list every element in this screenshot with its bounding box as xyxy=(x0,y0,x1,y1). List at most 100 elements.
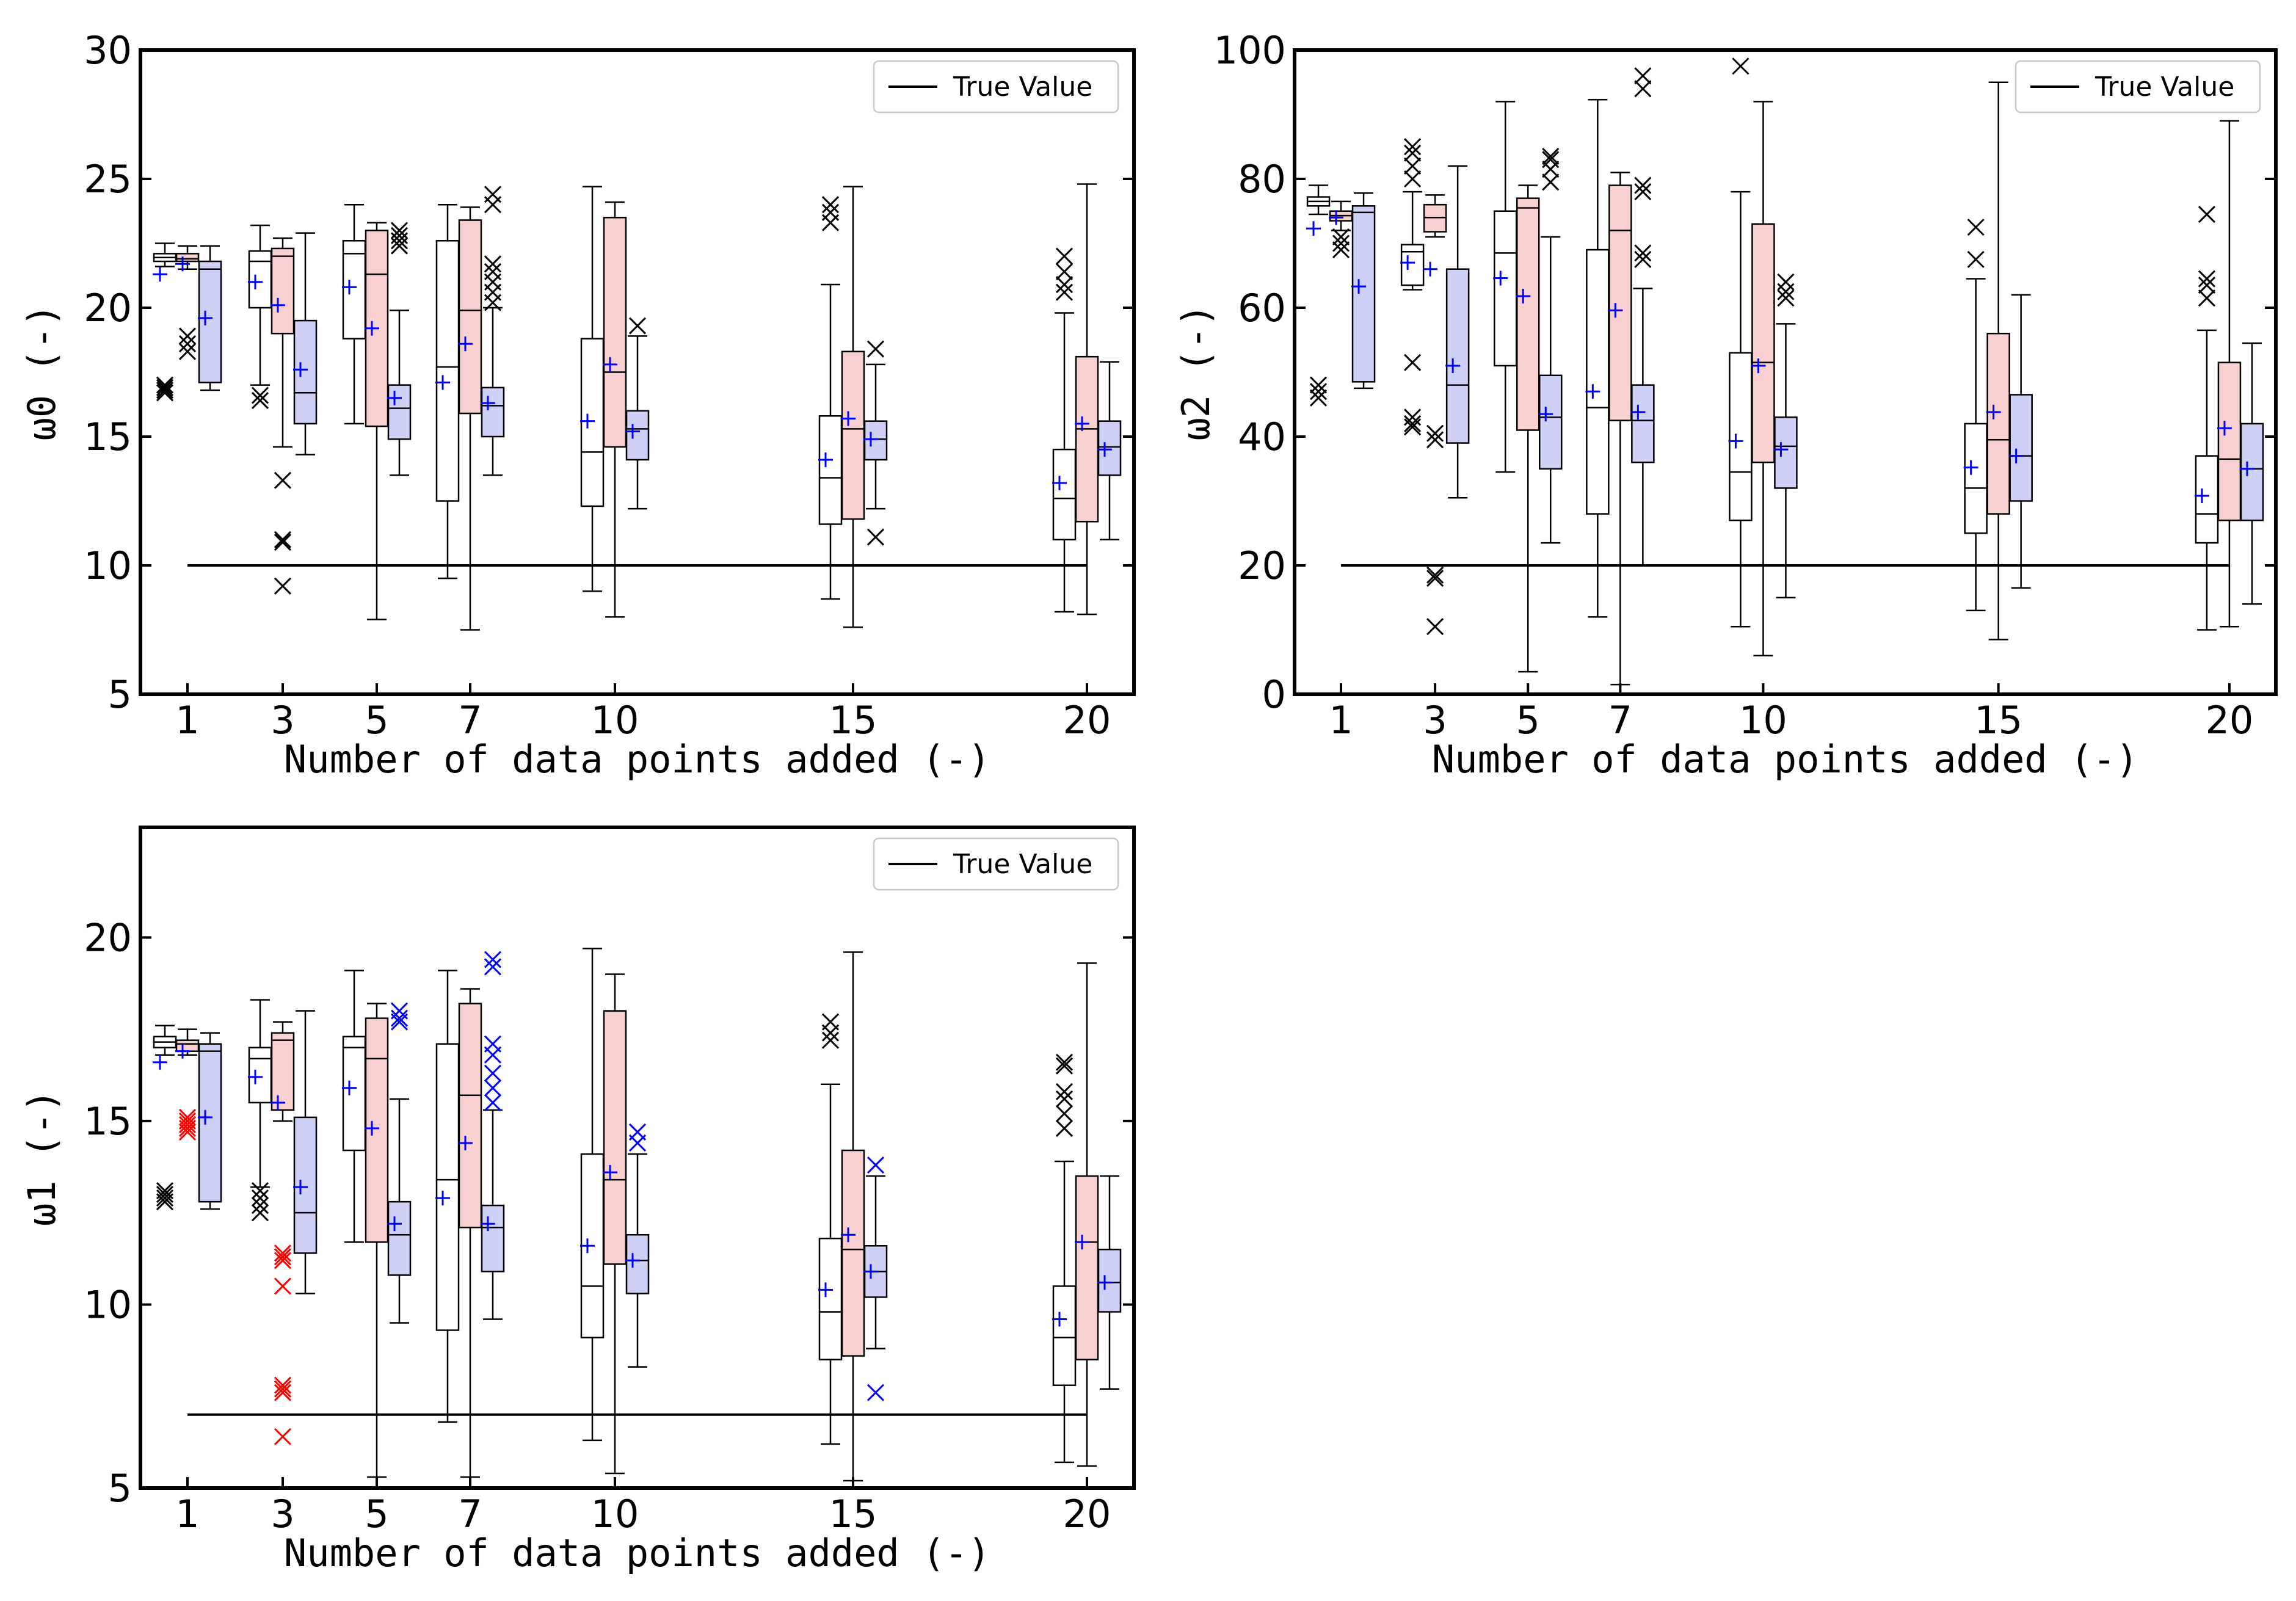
box-iqr xyxy=(863,420,888,461)
mean-marker xyxy=(863,432,878,447)
mean-marker xyxy=(1400,255,1415,270)
box-series-blue-x10 xyxy=(1773,273,1798,598)
outlier-marker xyxy=(1777,273,1795,291)
box-series-blue-x20 xyxy=(2239,342,2264,605)
outlier-marker xyxy=(1634,250,1652,268)
box-series-red-x1 xyxy=(175,245,200,360)
box-series-blue-x3 xyxy=(1445,165,1470,499)
outlier-marker xyxy=(628,1123,647,1141)
box-iqr xyxy=(198,1043,222,1203)
y-tick-label: 5 xyxy=(108,672,132,717)
box-iqr xyxy=(293,1116,318,1254)
mean-marker xyxy=(818,1282,833,1298)
box-iqr xyxy=(248,250,272,309)
box-iqr xyxy=(365,1017,389,1243)
box-iqr xyxy=(481,387,505,438)
box-series-white-x3 xyxy=(1400,138,1425,436)
box-iqr xyxy=(603,217,627,448)
y-tick-label: 20 xyxy=(84,915,132,960)
outlier-marker xyxy=(156,381,174,399)
outlier-marker xyxy=(178,1112,197,1130)
x-tick-label: 20 xyxy=(1063,698,1111,742)
box-iqr xyxy=(458,1003,482,1229)
outlier-marker xyxy=(866,1384,885,1401)
mean-marker xyxy=(580,1238,595,1254)
outlier-marker xyxy=(2198,277,2216,294)
outlier-marker xyxy=(2198,205,2216,223)
box-iqr xyxy=(1097,420,1122,476)
mean-marker xyxy=(435,1191,450,1206)
outlier-marker xyxy=(1542,173,1560,191)
outlier-marker xyxy=(1055,1090,1074,1108)
box-series-blue-x3 xyxy=(293,1010,318,1294)
box-iqr xyxy=(1586,249,1610,515)
outlier-marker xyxy=(484,263,502,280)
outlier-marker xyxy=(1404,157,1422,175)
outlier-marker xyxy=(484,951,502,968)
box-series-white-x20 xyxy=(1052,1053,1077,1464)
panel-top-right: 0 20 40 60 80 100 1 3 5 7 10 15 20 Number of data poi… xyxy=(1174,28,2278,782)
outlier-marker xyxy=(1055,1053,1074,1071)
legend-label: True Value xyxy=(953,71,1092,103)
y-tick-label: 100 xyxy=(1214,28,1286,73)
box-iqr xyxy=(342,1036,366,1152)
outlier-marker xyxy=(156,1189,174,1207)
outlier-marker xyxy=(1055,275,1074,294)
outlier-marker xyxy=(1426,570,1444,587)
x-axis-label: Number of data points added (-) xyxy=(1432,737,2138,782)
mean-marker xyxy=(818,452,833,467)
mean-marker xyxy=(342,1080,357,1095)
mean-marker xyxy=(1751,358,1766,373)
mean-marker xyxy=(1630,404,1646,419)
box-series-blue-x1 xyxy=(1351,192,1376,390)
box-series-white-x15 xyxy=(1963,219,1988,612)
outlier-marker xyxy=(1426,618,1444,636)
legend-label: True Value xyxy=(953,849,1092,880)
outlier-marker xyxy=(1542,161,1560,178)
mean-marker xyxy=(1075,1235,1089,1250)
outlier-marker xyxy=(274,531,292,548)
outlier-marker xyxy=(1634,176,1652,194)
box-series-white-x10 xyxy=(580,948,605,1442)
x-tick-label: 5 xyxy=(365,698,388,742)
legend-label: True Value xyxy=(2094,71,2234,103)
mean-marker xyxy=(1097,1275,1112,1290)
box-series-blue-x20 xyxy=(1097,361,1122,541)
y-axis-label: ω0 (-) xyxy=(20,304,64,441)
mean-marker xyxy=(1986,404,2001,419)
box-series-red-x3 xyxy=(271,1021,295,1445)
y-tick-label: 30 xyxy=(84,28,132,73)
box-iqr xyxy=(1608,184,1632,421)
mean-marker xyxy=(1075,416,1089,431)
box-iqr xyxy=(1351,205,1376,383)
x-tick-label: 3 xyxy=(271,698,294,742)
outlier-marker xyxy=(484,186,502,203)
outlier-marker xyxy=(1634,244,1652,262)
mean-marker xyxy=(1052,475,1067,490)
box-iqr xyxy=(2195,455,2219,544)
box-series-white-x7 xyxy=(435,203,460,579)
box-iqr xyxy=(248,1047,272,1104)
outlier-marker xyxy=(390,1002,409,1020)
outlier-marker xyxy=(274,1376,292,1394)
outlier-marker xyxy=(484,1094,502,1111)
y-tick-label: 15 xyxy=(84,415,132,459)
outlier-marker xyxy=(1332,228,1350,246)
box-iqr xyxy=(625,410,650,461)
box-iqr xyxy=(1631,384,1655,463)
box-iqr xyxy=(271,247,295,335)
box-iqr xyxy=(198,260,222,383)
plot-frame xyxy=(139,826,1136,1490)
box-iqr xyxy=(1751,223,1775,463)
outlier-marker xyxy=(1055,247,1074,265)
y-tick-label: 15 xyxy=(84,1099,132,1144)
x-tick-label: 20 xyxy=(2205,698,2253,742)
x-tick-label: 1 xyxy=(1329,698,1353,742)
mean-marker xyxy=(1351,279,1367,294)
panel-top-left: 5 10 15 20 25 30 1 3 5 7 10 15 20 Number of data poin… xyxy=(20,28,1136,782)
box-series-white-x5 xyxy=(342,970,366,1243)
mean-marker xyxy=(198,1109,213,1125)
box-series-white-x10 xyxy=(1728,57,1753,628)
box-iqr xyxy=(1964,423,1988,534)
box-iqr xyxy=(2009,394,2033,502)
